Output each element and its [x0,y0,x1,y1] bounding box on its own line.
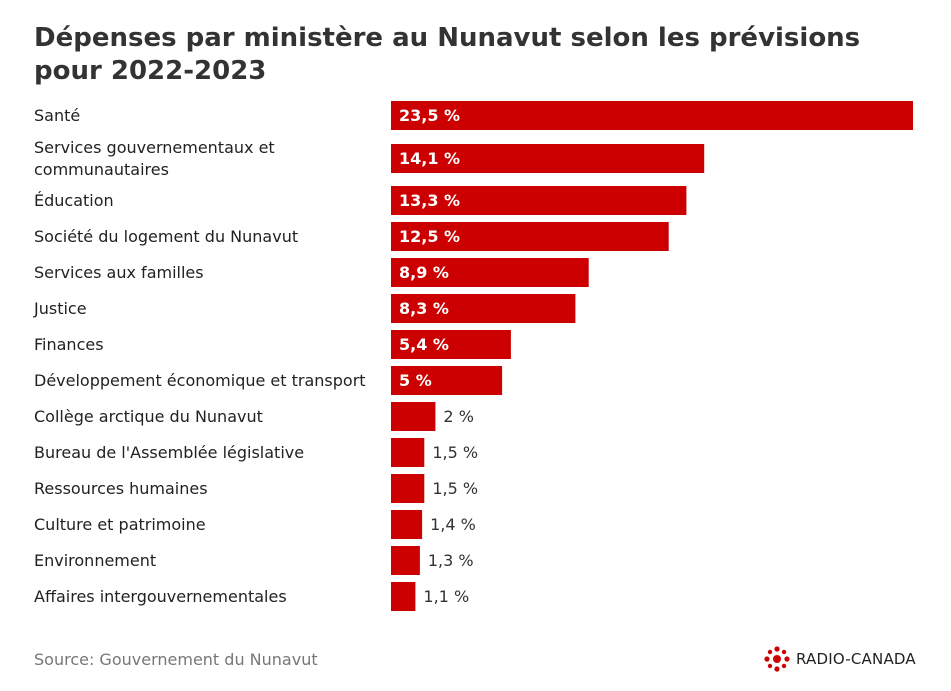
bar [391,294,576,323]
category-label: Services gouvernementaux et communautaire… [34,138,275,179]
category-label-line: Environnement [34,551,156,570]
bar [391,101,913,130]
value-label: 13,3 % [399,191,460,210]
bar [391,402,436,431]
category-label: Bureau de l'Assemblée législative [34,443,304,462]
category-label: Santé [34,106,80,125]
category-label: Services aux familles [34,263,204,282]
category-label-line: Éducation [34,191,114,210]
value-label: 12,5 % [399,227,460,246]
category-label-line: Services aux familles [34,263,204,282]
radio-canada-gem-icon [764,646,790,672]
value-label: 23,5 % [399,106,460,125]
category-label-line: Services gouvernementaux et [34,138,275,157]
bar [391,222,669,251]
category-label-line: Développement économique et transport [34,371,366,390]
bar [391,546,420,575]
value-label: 1,4 % [430,515,476,534]
category-label-line: Santé [34,106,80,125]
bar [391,474,425,503]
category-label-line: Culture et patrimoine [34,515,206,534]
category-label-line: Ressources humaines [34,479,208,498]
category-label: Affaires intergouvernementales [34,587,287,606]
bar [391,366,503,395]
category-label: Ressources humaines [34,479,208,498]
value-label: 1,1 % [423,587,469,606]
category-label: Environnement [34,551,156,570]
category-label-line: communautaires [34,160,169,179]
bar-chart: Santé 23,5 % Services gouvernementaux et co… [33,101,913,611]
category-label: Collège arctique du Nunavut [34,407,263,426]
value-label: 8,3 % [399,299,449,318]
category-label-line: Bureau de l'Assemblée législative [34,443,304,462]
value-label: 2 % [443,407,473,426]
category-label-line: Finances [34,335,104,354]
bar [391,510,423,539]
category-label: Éducation [34,191,114,210]
value-label: 14,1 % [399,149,460,168]
bar [391,186,687,215]
value-label: 1,5 % [432,443,478,462]
category-label: Justice [33,299,87,318]
bar [391,438,425,467]
value-label: 8,9 % [399,263,449,282]
chart-title: Dépenses par ministère au Nunavut selon … [34,23,861,86]
bar [391,144,705,173]
category-label: Finances [34,335,104,354]
category-label: Société du logement du Nunavut [34,227,298,246]
value-label: 1,3 % [428,551,474,570]
category-label: Culture et patrimoine [34,515,206,534]
category-label-line: Justice [33,299,87,318]
category-label-line: Affaires intergouvernementales [34,587,287,606]
category-label-line: Collège arctique du Nunavut [34,407,263,426]
bar [391,582,416,611]
bar [391,258,589,287]
value-label: 5 % [399,371,432,390]
value-label: 5,4 % [399,335,449,354]
brand-logo: RADIO-CANADA [764,645,916,673]
value-label: 1,5 % [432,479,478,498]
category-label: Développement économique et transport [34,371,366,390]
bar [391,330,511,359]
source-note: Source: Gouvernement du Nunavut [34,650,318,669]
category-label-line: Société du logement du Nunavut [34,227,298,246]
brand-name: RADIO-CANADA [796,650,916,668]
